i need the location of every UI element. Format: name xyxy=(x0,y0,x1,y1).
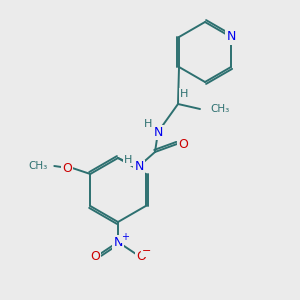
Text: O: O xyxy=(178,137,188,151)
Text: +: + xyxy=(121,232,129,242)
Text: −: − xyxy=(142,246,152,256)
Text: O: O xyxy=(90,250,100,262)
Text: O: O xyxy=(136,250,146,262)
Text: N: N xyxy=(134,160,144,173)
Text: CH₃: CH₃ xyxy=(28,161,47,171)
Text: N: N xyxy=(226,31,236,44)
Text: H: H xyxy=(144,119,152,129)
Text: N: N xyxy=(153,125,163,139)
Text: N: N xyxy=(113,236,123,248)
Text: O: O xyxy=(62,161,72,175)
Text: CH₃: CH₃ xyxy=(210,104,229,114)
Text: H: H xyxy=(180,89,188,99)
Text: H: H xyxy=(124,155,132,165)
